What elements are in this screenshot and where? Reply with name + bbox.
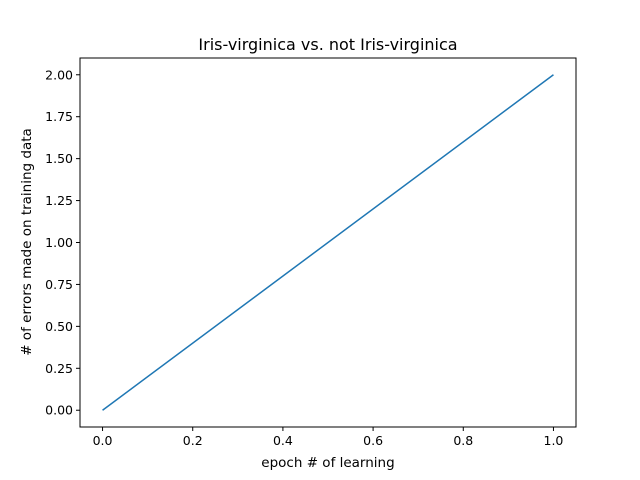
x-tick-label: 0.2 — [183, 433, 203, 448]
y-tick-label: 0.75 — [45, 277, 73, 292]
chart-title: Iris-virginica vs. not Iris-virginica — [198, 35, 457, 54]
series-layer — [102, 74, 554, 411]
y-tick-label: 0.50 — [45, 319, 73, 334]
y-tick-label: 1.00 — [45, 235, 73, 250]
y-tick-label: 0.25 — [45, 361, 73, 376]
plot-area — [79, 57, 577, 428]
x-tick-label: 0.6 — [363, 433, 383, 448]
y-tick-label: 1.75 — [45, 109, 73, 124]
x-tick-label: 1.0 — [544, 433, 564, 448]
tick-layer: 0.0 0.2 0.4 0.6 0.8 1.0 0.00 0.25 0.50 0.75 1.00 1.… — [45, 67, 563, 448]
series-line — [102, 74, 554, 411]
y-tick-label: 1.50 — [45, 151, 73, 166]
x-tick-label: 0.0 — [93, 433, 113, 448]
x-tick-label: 0.4 — [273, 433, 293, 448]
x-tick-label: 0.8 — [453, 433, 473, 448]
y-axis-label: # of errors made on training data — [19, 128, 35, 356]
y-tick-label: 0.00 — [45, 403, 73, 418]
y-tick-label: 2.00 — [45, 67, 73, 82]
y-tick-label: 1.25 — [45, 193, 73, 208]
x-axis-label: epoch # of learning — [261, 455, 394, 471]
